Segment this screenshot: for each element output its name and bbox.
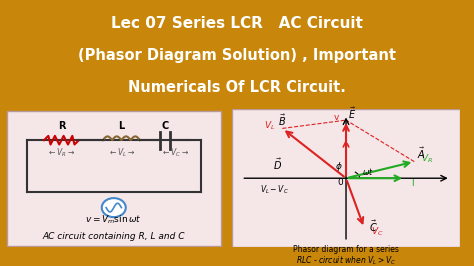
Text: $\vec{E}$: $\vec{E}$ <box>348 105 356 121</box>
Text: v: v <box>334 113 339 122</box>
Text: $V_C$: $V_C$ <box>371 226 383 238</box>
Text: AC circuit containing R, L and C: AC circuit containing R, L and C <box>43 232 185 241</box>
Text: L: L <box>118 121 125 131</box>
Text: $\leftarrow V_L \rightarrow$: $\leftarrow V_L \rightarrow$ <box>108 146 135 159</box>
Text: $\leftarrow V_C \rightarrow$: $\leftarrow V_C \rightarrow$ <box>161 146 189 159</box>
Text: $RLC$ - circuit when $V_L > V_C$: $RLC$ - circuit when $V_L > V_C$ <box>296 255 396 266</box>
FancyBboxPatch shape <box>232 109 460 247</box>
Text: $v = V_m \sin \omega t$: $v = V_m \sin \omega t$ <box>85 214 142 226</box>
Text: $\vec{C}$: $\vec{C}$ <box>369 219 378 234</box>
Text: Numericals Of LCR Circuit.: Numericals Of LCR Circuit. <box>128 80 346 95</box>
Text: I: I <box>410 179 413 188</box>
Text: C: C <box>161 121 169 131</box>
Text: (Phasor Diagram Solution) , Important: (Phasor Diagram Solution) , Important <box>78 48 396 63</box>
Text: $\vec{B}$: $\vec{B}$ <box>278 112 286 128</box>
FancyBboxPatch shape <box>7 111 220 246</box>
Circle shape <box>102 198 126 217</box>
Text: R: R <box>58 121 65 131</box>
Text: $\vec{D}$: $\vec{D}$ <box>273 156 283 172</box>
Text: $\phi$: $\phi$ <box>335 160 342 173</box>
Text: $\omega t$: $\omega t$ <box>362 167 374 177</box>
Text: 0: 0 <box>337 178 343 187</box>
Text: Lec 07 Series LCR   AC Circuit: Lec 07 Series LCR AC Circuit <box>111 16 363 31</box>
Text: $V_L$: $V_L$ <box>264 119 275 132</box>
Text: Phasor diagram for a series: Phasor diagram for a series <box>293 245 399 254</box>
Text: $\leftarrow V_R \rightarrow$: $\leftarrow V_R \rightarrow$ <box>47 146 75 159</box>
Text: $V_R$: $V_R$ <box>421 153 433 165</box>
Text: $\vec{A}$: $\vec{A}$ <box>417 146 425 161</box>
Text: $V_L - V_C$: $V_L - V_C$ <box>260 183 288 196</box>
